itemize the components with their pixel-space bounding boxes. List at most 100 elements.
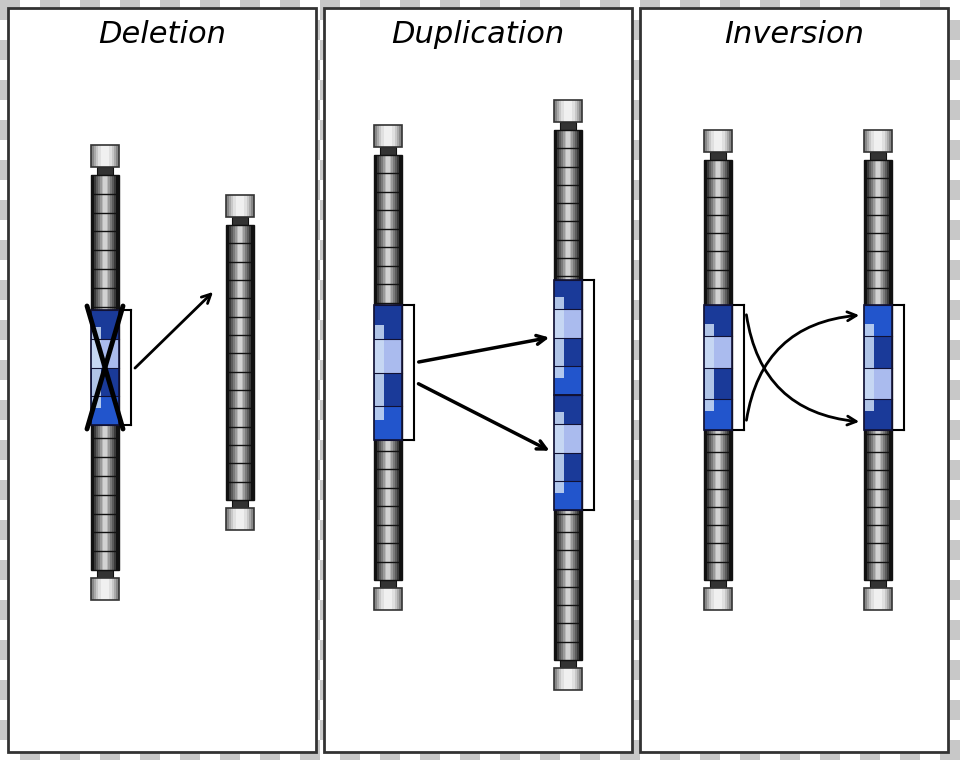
Bar <box>140 100 160 120</box>
Bar <box>820 260 840 280</box>
Bar <box>700 60 720 80</box>
Bar <box>180 580 200 600</box>
Bar <box>920 480 940 500</box>
Bar <box>60 260 80 280</box>
Bar <box>120 400 140 420</box>
Bar <box>540 100 560 120</box>
Bar <box>160 200 180 220</box>
Bar <box>0 480 20 500</box>
Bar <box>260 500 280 520</box>
Bar <box>700 140 720 160</box>
Bar <box>237 225 243 500</box>
Bar <box>920 400 940 420</box>
Bar <box>120 40 140 60</box>
Bar <box>840 40 860 60</box>
Bar <box>320 600 340 620</box>
Bar <box>864 130 892 152</box>
Bar <box>780 220 800 240</box>
Bar <box>220 380 240 400</box>
Bar <box>711 160 725 580</box>
Bar <box>680 720 700 740</box>
Bar <box>640 440 660 460</box>
Bar <box>560 120 580 140</box>
Bar <box>860 500 880 520</box>
Bar <box>320 520 340 540</box>
Bar <box>740 60 760 80</box>
Bar <box>420 660 440 680</box>
Bar <box>231 508 249 530</box>
Bar <box>554 668 582 690</box>
Bar <box>520 80 540 100</box>
Bar <box>440 560 460 580</box>
Bar <box>500 420 520 440</box>
Bar <box>780 180 800 200</box>
Bar <box>780 620 800 640</box>
Bar <box>740 740 760 760</box>
Bar <box>420 100 440 120</box>
Bar <box>563 130 573 660</box>
Bar <box>876 160 879 580</box>
Bar <box>228 508 252 530</box>
Bar <box>180 620 200 640</box>
Bar <box>940 500 960 520</box>
Bar <box>379 125 397 147</box>
Bar <box>704 399 732 430</box>
Bar <box>820 460 840 480</box>
Bar <box>780 420 800 440</box>
Bar <box>200 0 220 20</box>
Bar <box>460 180 480 200</box>
Bar <box>140 340 160 360</box>
Bar <box>860 740 880 760</box>
Bar <box>820 540 840 560</box>
Bar <box>560 160 580 180</box>
Bar <box>140 740 160 760</box>
Bar <box>640 360 660 380</box>
Bar <box>0 520 20 540</box>
Bar <box>320 80 340 100</box>
Bar <box>680 640 700 660</box>
Bar <box>300 460 320 480</box>
Bar <box>8 8 316 752</box>
Bar <box>600 600 620 620</box>
Bar <box>554 452 582 481</box>
Bar <box>0 80 20 100</box>
Bar <box>560 720 580 740</box>
Bar <box>460 260 480 280</box>
Bar <box>740 300 760 320</box>
Bar <box>280 400 300 420</box>
Bar <box>900 460 920 480</box>
Bar <box>720 240 740 260</box>
Bar <box>360 600 380 620</box>
Bar <box>760 680 780 700</box>
Bar <box>280 320 300 340</box>
Bar <box>720 0 740 20</box>
Bar <box>864 399 892 430</box>
Bar <box>720 280 740 300</box>
Bar <box>940 660 960 680</box>
Bar <box>880 440 900 460</box>
Bar <box>711 588 725 610</box>
Bar <box>340 180 360 200</box>
Bar <box>520 160 540 180</box>
Bar <box>760 0 780 20</box>
Bar <box>620 300 640 320</box>
Bar <box>920 440 940 460</box>
Bar <box>711 130 725 152</box>
Bar <box>0 0 20 20</box>
Bar <box>500 60 520 80</box>
Bar <box>80 480 100 500</box>
Bar <box>440 440 460 460</box>
Bar <box>867 588 890 610</box>
Bar <box>600 520 620 540</box>
Bar <box>554 309 582 337</box>
Bar <box>460 460 480 480</box>
Bar <box>780 700 800 720</box>
Bar <box>640 240 660 260</box>
Bar <box>238 225 242 500</box>
Bar <box>98 145 112 167</box>
Bar <box>200 520 220 540</box>
Bar <box>160 80 180 100</box>
Bar <box>91 175 119 570</box>
Bar <box>900 740 920 760</box>
Bar <box>940 740 960 760</box>
